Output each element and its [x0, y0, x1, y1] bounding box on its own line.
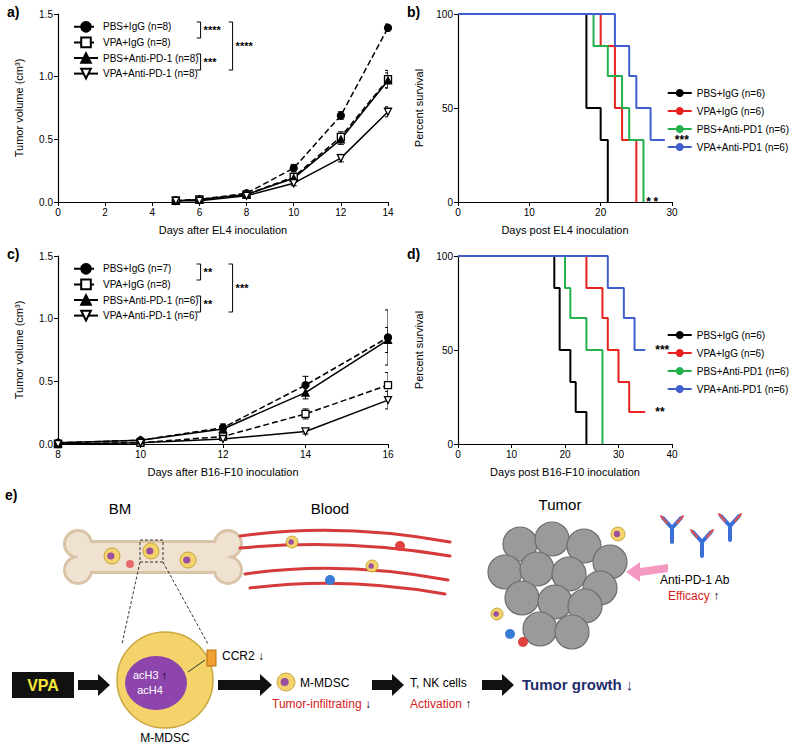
- svg-text:BM: BM: [109, 500, 132, 517]
- svg-text:Tumor-infiltrating ↓: Tumor-infiltrating ↓: [272, 697, 371, 711]
- svg-text:20: 20: [559, 449, 571, 460]
- svg-text:0.0: 0.0: [39, 439, 53, 450]
- svg-text:VPA+Anti-PD-1 (n=6): VPA+Anti-PD-1 (n=6): [103, 310, 198, 321]
- svg-text:*: *: [646, 195, 651, 209]
- svg-text:10: 10: [506, 449, 518, 460]
- svg-text:acH3 ↑: acH3 ↑: [133, 669, 167, 681]
- svg-text:0: 0: [447, 439, 453, 450]
- svg-text:VPA: VPA: [27, 677, 59, 694]
- svg-text:****: ****: [236, 40, 254, 52]
- svg-text:Tumor: Tumor: [539, 496, 582, 513]
- svg-text:30: 30: [666, 207, 678, 218]
- svg-text:****: ****: [204, 24, 222, 36]
- svg-text:Days post EL4 inoculation: Days post EL4 inoculation: [501, 224, 628, 236]
- svg-text:0: 0: [455, 449, 461, 460]
- svg-text:b): b): [407, 4, 420, 20]
- svg-text:**: **: [204, 266, 213, 278]
- svg-text:e): e): [5, 487, 17, 503]
- svg-text:PBS+Anti-PD1 (n=6): PBS+Anti-PD1 (n=6): [697, 124, 789, 135]
- svg-text:*: *: [653, 195, 658, 209]
- svg-text:c): c): [7, 246, 19, 262]
- svg-text:14: 14: [382, 207, 394, 218]
- svg-text:0: 0: [447, 197, 453, 208]
- svg-text:Days post B16-F10 inoculation: Days post B16-F10 inoculation: [490, 466, 640, 478]
- svg-text:6: 6: [197, 207, 203, 218]
- svg-text:14: 14: [300, 449, 312, 460]
- svg-text:10: 10: [524, 207, 536, 218]
- svg-text:CCR2 ↓: CCR2 ↓: [222, 649, 264, 663]
- svg-text:PBS+Anti-PD-1 (n=8): PBS+Anti-PD-1 (n=8): [103, 53, 199, 64]
- svg-text:12: 12: [217, 449, 229, 460]
- svg-text:50: 50: [442, 345, 454, 356]
- svg-text:40: 40: [666, 449, 678, 460]
- svg-text:***: ***: [204, 56, 218, 68]
- svg-text:1.5: 1.5: [39, 251, 53, 262]
- svg-text:***: ***: [236, 282, 250, 294]
- svg-text:VPA+IgG (n=8): VPA+IgG (n=8): [103, 37, 171, 48]
- svg-text:Percent survival: Percent survival: [413, 311, 425, 389]
- svg-text:PBS+IgG (n=6): PBS+IgG (n=6): [697, 88, 765, 99]
- svg-text:1.5: 1.5: [39, 9, 53, 20]
- svg-text:PBS+IgG (n=7): PBS+IgG (n=7): [103, 263, 171, 274]
- svg-text:100: 100: [436, 251, 453, 262]
- svg-text:a): a): [7, 4, 19, 20]
- svg-text:0.0: 0.0: [39, 197, 53, 208]
- svg-text:20: 20: [595, 207, 607, 218]
- svg-text:VPA+IgG (n=8): VPA+IgG (n=8): [103, 279, 171, 290]
- svg-text:1.0: 1.0: [39, 313, 53, 324]
- svg-text:VPA+IgG (n=6): VPA+IgG (n=6): [697, 348, 765, 359]
- svg-text:Percent survival: Percent survival: [413, 69, 425, 147]
- svg-text:4: 4: [150, 207, 156, 218]
- svg-text:8: 8: [244, 207, 250, 218]
- svg-text:**: **: [204, 298, 213, 310]
- svg-text:100: 100: [436, 9, 453, 20]
- svg-text:T, NK cells: T, NK cells: [410, 676, 467, 690]
- svg-text:PBS+IgG (n=6): PBS+IgG (n=6): [697, 330, 765, 341]
- svg-text:0: 0: [55, 207, 61, 218]
- svg-text:Anti-PD-1 Ab: Anti-PD-1 Ab: [660, 573, 730, 587]
- svg-text:0: 0: [455, 207, 461, 218]
- svg-text:M-MDSC: M-MDSC: [300, 676, 350, 690]
- svg-text:d): d): [407, 246, 420, 262]
- svg-text:M-MDSC: M-MDSC: [140, 731, 190, 745]
- svg-text:VPA+Anti-PD1 (n=6): VPA+Anti-PD1 (n=6): [697, 384, 789, 395]
- svg-text:16: 16: [382, 449, 394, 460]
- svg-text:10: 10: [288, 207, 300, 218]
- svg-text:50: 50: [442, 103, 454, 114]
- svg-text:1.0: 1.0: [39, 71, 53, 82]
- svg-text:***: ***: [655, 343, 669, 357]
- svg-text:Tumor volume (cm³): Tumor volume (cm³): [13, 301, 25, 400]
- svg-text:PBS+Anti-PD1 (n=6): PBS+Anti-PD1 (n=6): [697, 366, 789, 377]
- svg-text:Blood: Blood: [311, 500, 349, 517]
- svg-text:PBS+IgG (n=8): PBS+IgG (n=8): [103, 21, 171, 32]
- svg-text:0.5: 0.5: [39, 376, 53, 387]
- svg-text:VPA+Anti-PD-1 (n=8): VPA+Anti-PD-1 (n=8): [103, 68, 198, 79]
- svg-text:12: 12: [335, 207, 347, 218]
- svg-text:PBS+Anti-PD-1 (n=6): PBS+Anti-PD-1 (n=6): [103, 295, 199, 306]
- svg-text:Tumor volume (cm³): Tumor volume (cm³): [13, 59, 25, 158]
- svg-text:8: 8: [55, 449, 61, 460]
- svg-text:10: 10: [135, 449, 147, 460]
- svg-text:VPA+IgG (n=6): VPA+IgG (n=6): [697, 106, 765, 117]
- svg-text:acH4: acH4: [137, 684, 163, 696]
- svg-text:Tumor growth ↓: Tumor growth ↓: [522, 676, 633, 693]
- svg-text:Days after B16-F10 inoculation: Days after B16-F10 inoculation: [147, 466, 298, 478]
- svg-text:Efficacy ↑: Efficacy ↑: [668, 589, 719, 603]
- svg-text:2: 2: [102, 207, 108, 218]
- svg-text:0.5: 0.5: [39, 134, 53, 145]
- svg-text:VPA+Anti-PD1 (n=6): VPA+Anti-PD1 (n=6): [697, 142, 789, 153]
- svg-text:Activation ↑: Activation ↑: [410, 697, 471, 711]
- svg-text:**: **: [655, 405, 665, 419]
- svg-text:30: 30: [613, 449, 625, 460]
- svg-text:Days after EL4 inoculation: Days after EL4 inoculation: [159, 224, 287, 236]
